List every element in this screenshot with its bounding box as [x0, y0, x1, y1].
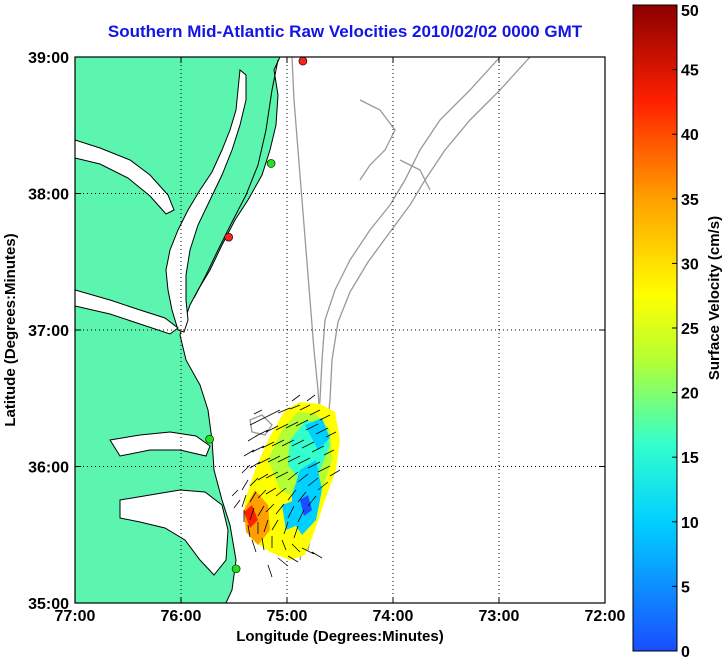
colorbar-tick-label: 0 [681, 644, 690, 659]
station-marker [298, 56, 308, 66]
lon-tick-label: 74:00 [373, 608, 414, 625]
colorbar-tick-label: 10 [681, 515, 699, 532]
lon-tick-label: 77:00 [55, 608, 96, 625]
colorbar-tick-label: 25 [681, 321, 699, 338]
bathymetry-contour [359, 99, 431, 191]
colorbar-tick-label: 20 [681, 386, 699, 403]
velocity-field [244, 402, 340, 560]
longitude-ticks: 77:00 76:00 75:00 74:00 73:00 72:00 [55, 57, 626, 625]
station-marker [266, 159, 276, 168]
bathymetry-contour [307, 57, 531, 551]
y-axis-label: Latitude (Degrees:Minutes) [2, 233, 19, 426]
colorbar-tick-label: 15 [681, 450, 699, 467]
lon-tick-label: 76:00 [161, 608, 202, 625]
lat-tick-label: 36:00 [28, 460, 69, 477]
station-marker [205, 434, 214, 444]
colorbar-tick-label: 45 [681, 63, 699, 80]
lat-tick-label: 35:00 [28, 596, 69, 613]
station-marker [224, 232, 233, 242]
lat-tick-label: 39:00 [28, 50, 69, 67]
station-marker [231, 564, 241, 574]
lon-tick-label: 72:00 [585, 608, 626, 625]
colorbar [632, 4, 678, 652]
lat-tick-label: 38:00 [28, 187, 69, 204]
chesapeake-bay [165, 69, 247, 333]
potomac-river [75, 139, 175, 215]
bathymetry-contour [249, 414, 273, 436]
colorbar-tick-label: 35 [681, 192, 699, 209]
station-markers [205, 56, 308, 574]
coastline [193, 59, 279, 299]
velocity-arrows [231, 394, 341, 578]
colorbar-label: Surface Velocity (cm/s) [706, 216, 723, 380]
grid-lines [75, 57, 605, 603]
latitude-ticks: 39:00 38:00 37:00 36:00 35:00 [28, 50, 605, 613]
x-axis-label: Longitude (Degrees:Minutes) [236, 628, 444, 645]
lat-tick-label: 37:00 [28, 323, 69, 340]
pamlico-sound [119, 489, 229, 576]
map-title: Southern Mid-Atlantic Raw Velocities 201… [107, 22, 583, 41]
colorbar-tick-label: 40 [681, 127, 699, 144]
colorbar-tick-label: 30 [681, 256, 699, 273]
colorbar-tick-label: 5 [681, 579, 690, 596]
colorbar-tick-label: 50 [681, 3, 699, 20]
james-river [75, 289, 179, 335]
lon-tick-label: 75:00 [267, 608, 308, 625]
lon-tick-label: 73:00 [479, 608, 520, 625]
albemarle-sound [109, 431, 211, 457]
